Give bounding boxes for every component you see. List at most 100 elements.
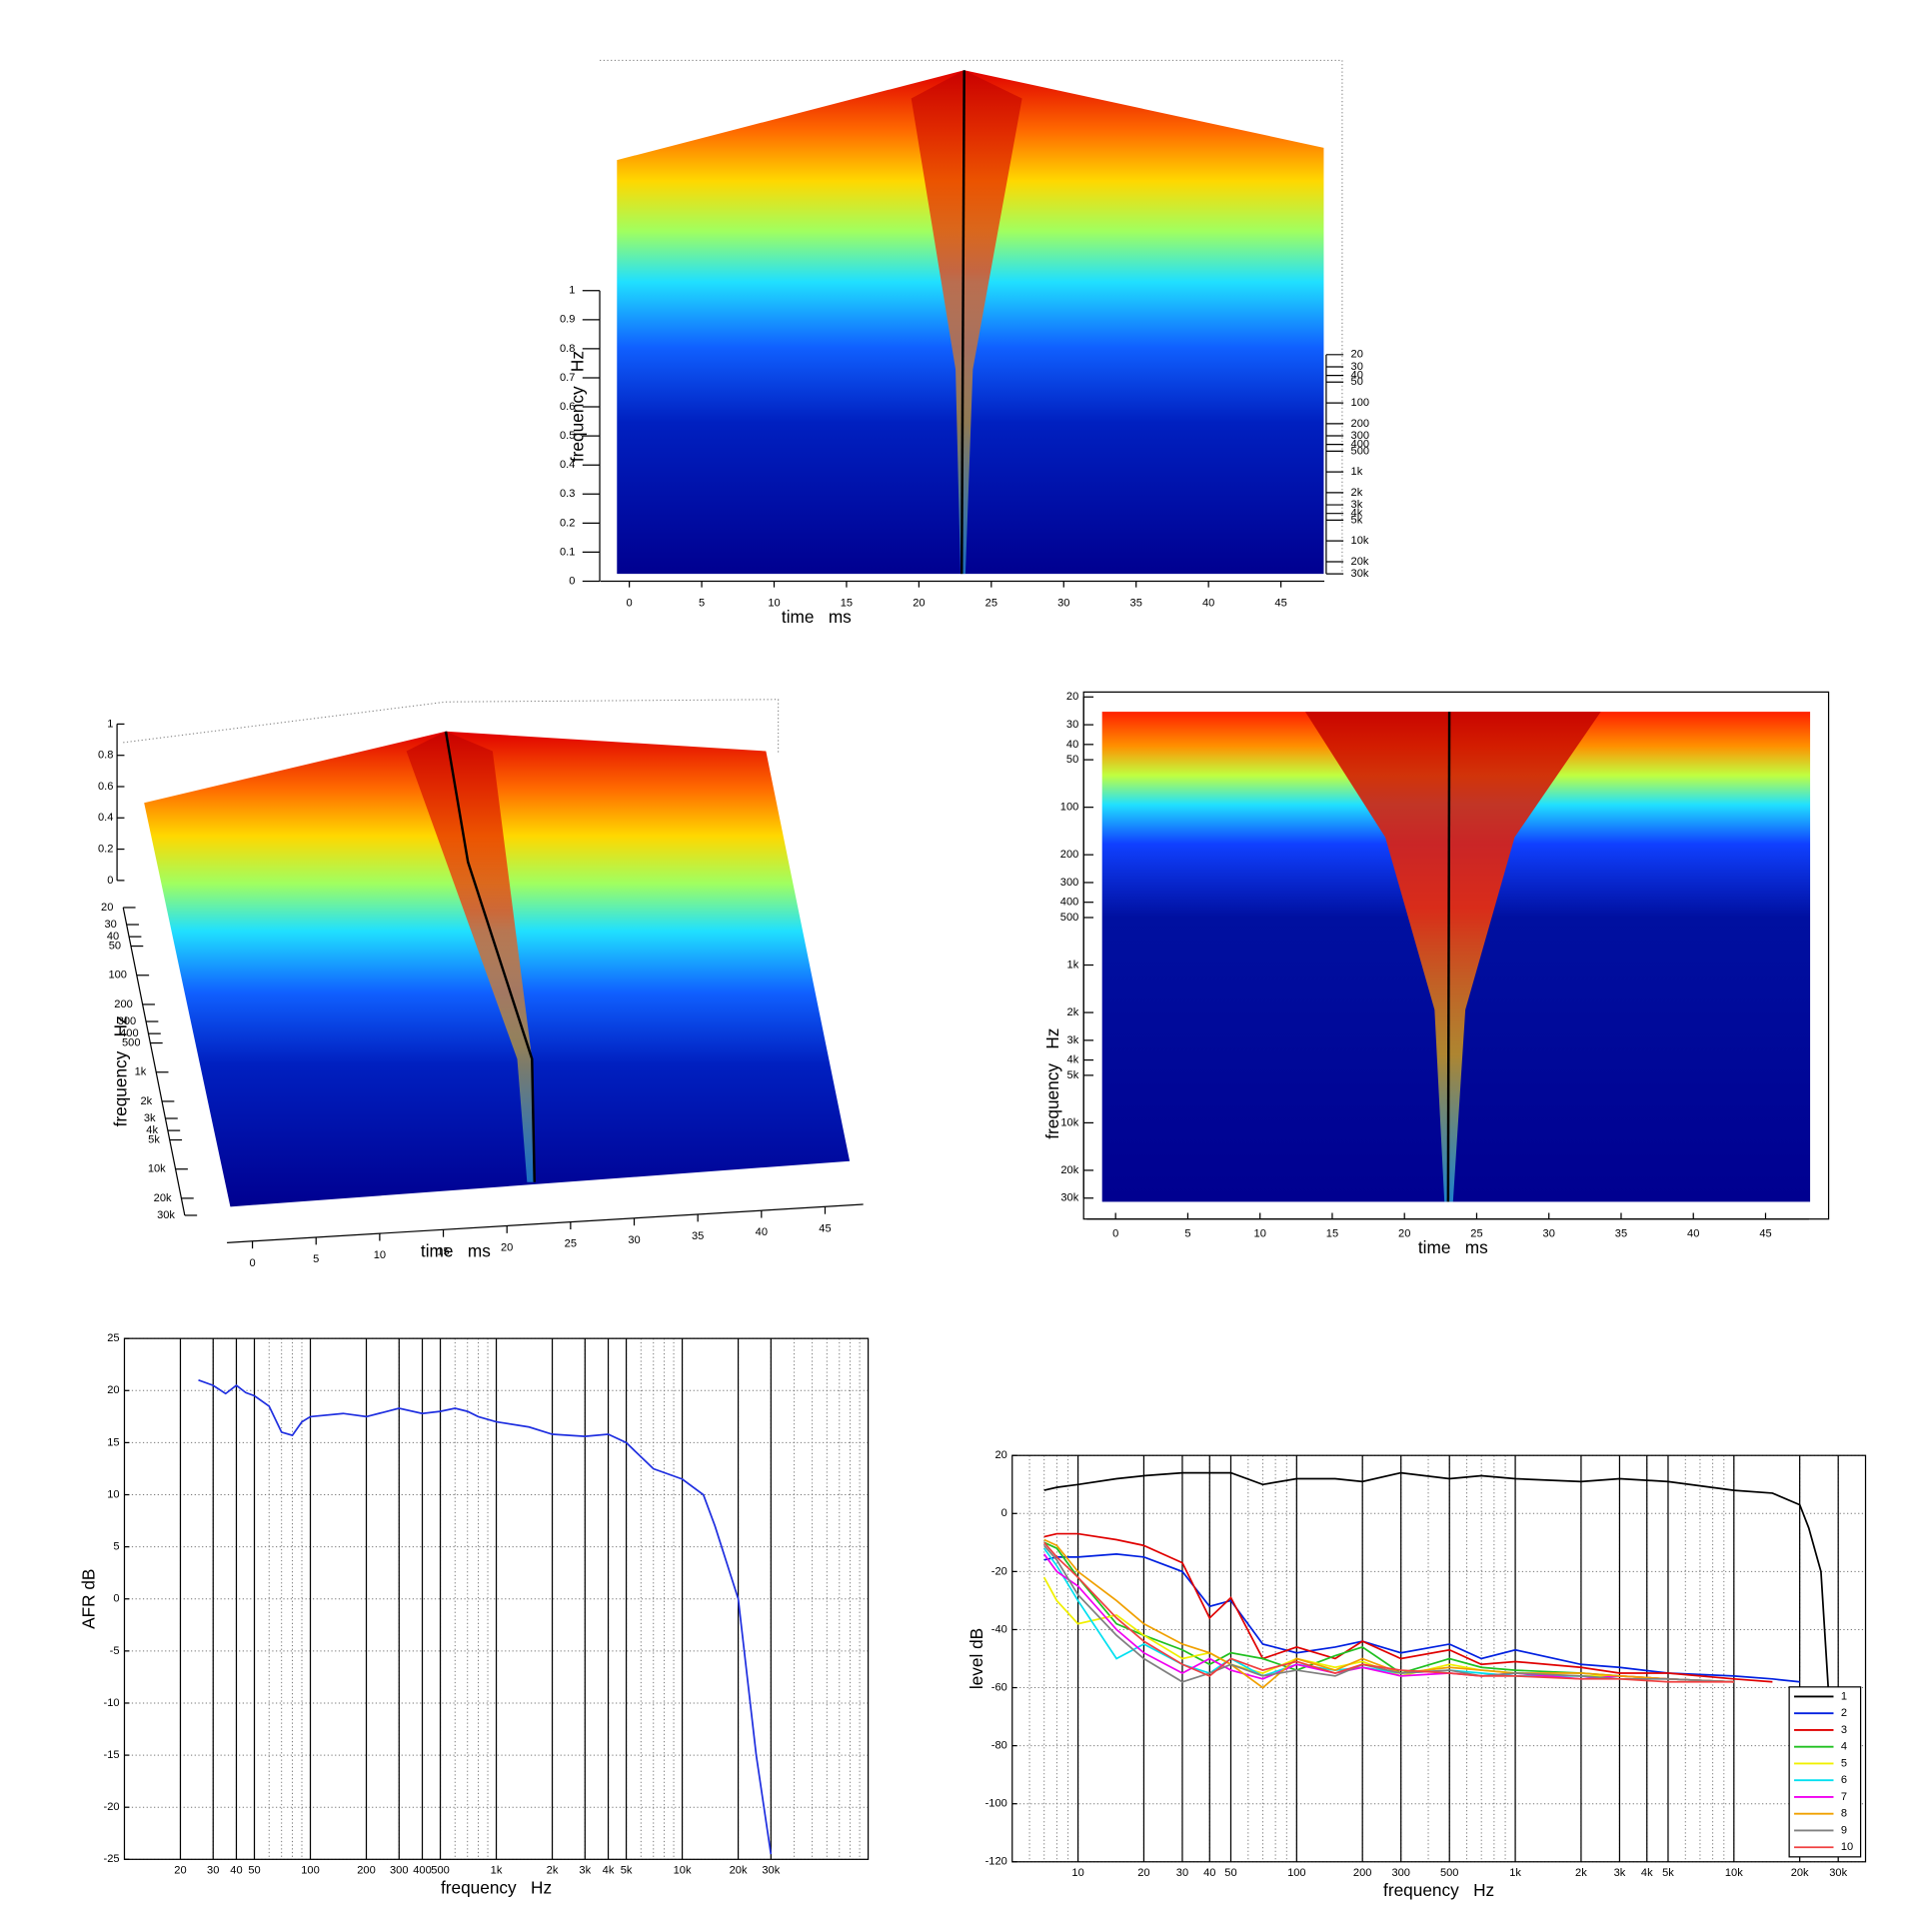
x-tick-label: 5k	[1662, 1867, 1674, 1879]
box-line	[123, 699, 780, 754]
z-tick-label: 0.7	[560, 372, 575, 384]
y-tick-label: -120	[985, 1856, 1007, 1868]
y-tick-label: 20	[1351, 349, 1363, 361]
x-tick-label: 30	[1176, 1867, 1188, 1879]
y-tick-label: 300	[1351, 430, 1369, 442]
plot-frame	[1011, 1454, 1867, 1863]
legend-label: 1	[1841, 1690, 1847, 1702]
y-tick-label: 30	[1351, 361, 1363, 373]
y-tick-label: 500	[1060, 912, 1078, 924]
y-tick-label: 500	[1351, 445, 1369, 457]
y-tick-label: 2k	[1067, 1006, 1079, 1018]
series-line	[1042, 1553, 1734, 1683]
x-tick-label: 15	[841, 598, 853, 610]
z-tick-label: 0.6	[98, 781, 113, 793]
x-tick-label: 10k	[1725, 1867, 1743, 1879]
x-tick-label: 300	[1391, 1867, 1409, 1879]
x-tick-label: 40	[1687, 1227, 1699, 1239]
y-tick-label: 20k	[154, 1192, 172, 1204]
y-tick-label: 25	[107, 1332, 119, 1344]
y-tick-label: -20	[991, 1565, 1007, 1577]
y-tick-label: 30k	[1060, 1192, 1078, 1204]
x-tick-label: 2k	[547, 1864, 559, 1876]
z-tick-label: 0.1	[560, 546, 575, 558]
x-tick-label: 30k	[762, 1864, 780, 1876]
x-axis-label: frequency Hz	[1383, 1880, 1494, 1900]
x-tick-label: 3k	[579, 1864, 591, 1876]
y-tick-label: 0	[1001, 1507, 1007, 1519]
y-tick-label: 1k	[135, 1066, 147, 1078]
x-tick-label: 40	[1203, 1867, 1215, 1879]
heatmap-decoration	[1101, 712, 1811, 1202]
y-tick-label: 200	[1351, 418, 1369, 430]
x-tick-label: 10	[1254, 1227, 1266, 1239]
y-tick-label: -60	[991, 1681, 1007, 1693]
y-tick-label: 1k	[1067, 959, 1079, 970]
x-tick-label: 10k	[674, 1864, 692, 1876]
y-tick-label: 30	[1066, 719, 1078, 731]
y-tick-label: 300	[118, 1015, 136, 1027]
y-tick-label: 20	[1066, 691, 1078, 703]
y-tick-label: -5	[110, 1645, 120, 1657]
plot-frame	[123, 1337, 870, 1860]
y-tick-label: 100	[1351, 397, 1369, 409]
x-tick-label: 4k	[603, 1864, 615, 1876]
y-tick-label: 4k	[1067, 1054, 1079, 1066]
y-tick-label: 4k	[1351, 508, 1363, 520]
surface-decoration	[123, 699, 851, 1207]
surface-ridge	[406, 731, 535, 1182]
y-tick-label: 200	[114, 998, 132, 1010]
x-tick-label: 25	[1470, 1227, 1482, 1239]
x-tick-label: 30	[1057, 598, 1069, 610]
z-tick-label: 0	[569, 575, 575, 587]
z-tick-label: 1	[569, 285, 575, 297]
x-axis-label: time ms	[1418, 1237, 1488, 1257]
y-tick-label: -40	[991, 1623, 1007, 1635]
x-tick-label: 10	[1071, 1867, 1083, 1879]
x-tick-label: 1k	[1509, 1867, 1521, 1879]
x-tick-label: 20	[1137, 1867, 1149, 1879]
z-tick-label: 0.6	[560, 401, 575, 413]
x-tick-label: 200	[357, 1864, 375, 1876]
y-tick-label: 20	[107, 1384, 119, 1396]
x-tick-label: 45	[819, 1222, 831, 1234]
y-axis-label: frequency Hz	[568, 351, 588, 462]
x-axis-label: time ms	[421, 1240, 491, 1260]
surface-ridge	[911, 70, 1022, 575]
y-tick-label: 4k	[146, 1124, 158, 1136]
x-tick-label: 25	[985, 598, 997, 610]
y-tick-label: 3k	[144, 1112, 156, 1124]
y-tick-label: 20k	[1351, 556, 1369, 568]
y-tick-label: 400	[1060, 897, 1078, 909]
y-tick-label: 20	[101, 902, 113, 914]
y-tick-label: 0	[113, 1593, 119, 1605]
y-axis-label: AFR dB	[79, 1569, 99, 1629]
series-line	[1043, 1538, 1734, 1689]
x-tick-label: 1k	[491, 1864, 503, 1876]
x-tick-label: 5	[699, 598, 705, 610]
x-tick-label: 5	[313, 1253, 319, 1265]
z-tick-label: 0.9	[560, 314, 575, 326]
y-tick-label: 40	[107, 931, 119, 943]
y-tick-label: 20	[994, 1449, 1006, 1461]
series-line	[1043, 1532, 1773, 1683]
x-tick-label: 20	[174, 1864, 186, 1876]
x-tick-label: 300	[390, 1864, 408, 1876]
z-tick-label: 0.8	[560, 343, 575, 355]
y-axis-label: level dB	[966, 1628, 986, 1689]
x-tick-label: 45	[1759, 1227, 1771, 1239]
x-tick-label: 30	[628, 1234, 640, 1246]
y-tick-label: 40	[1351, 370, 1363, 382]
legend-label: 7	[1841, 1791, 1847, 1803]
x-tick-label: 20k	[1791, 1867, 1809, 1879]
x-tick-label: 30	[207, 1864, 219, 1876]
y-axis-label: frequency Hz	[1042, 1028, 1062, 1139]
series-line	[198, 1379, 773, 1855]
heatmap-ridge	[1304, 712, 1601, 1202]
x-tick-label: 10	[374, 1249, 386, 1261]
y-axis-label: frequency Hz	[111, 1015, 131, 1126]
series-line	[1043, 1553, 1800, 1683]
y-tick-label: 2k	[1351, 487, 1363, 499]
x-tick-label: 20	[1398, 1227, 1410, 1239]
y-tick-label: 500	[122, 1036, 140, 1048]
